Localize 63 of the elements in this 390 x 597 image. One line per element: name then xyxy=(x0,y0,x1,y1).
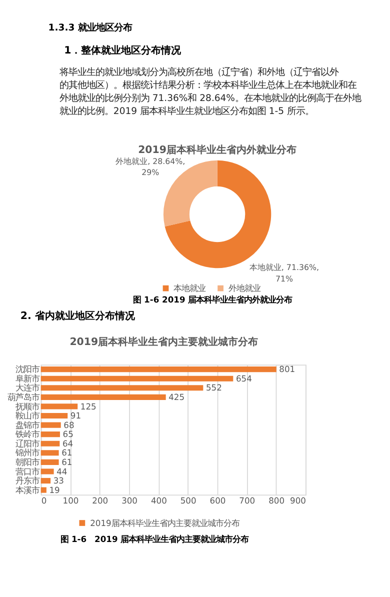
caption: 图 1-6 2019 届本科毕业生省内主要就业城市分布 xyxy=(60,534,249,544)
bar xyxy=(40,459,59,465)
bar xyxy=(40,468,54,474)
text: 2. 省内就业地区分布情况 xyxy=(20,310,136,322)
y-tick-label: 鞍山市 xyxy=(15,410,40,421)
legend-label: 外地就业 xyxy=(228,283,260,294)
y-tick-label: 丹东市 xyxy=(15,476,40,486)
x-tick-label: 100 xyxy=(62,496,79,506)
bar xyxy=(40,385,204,391)
data-label: 68 xyxy=(64,420,74,430)
x-tick-label: 200 xyxy=(92,496,108,506)
y-tick-label: 阜新市 xyxy=(15,373,40,384)
y-tick-label: 本溪市 xyxy=(15,484,40,495)
data-label: 64 xyxy=(62,438,74,448)
x-tick-label: 500 xyxy=(180,496,196,506)
data-label: 801 xyxy=(279,364,296,374)
x-tick-label: 600 xyxy=(210,496,226,506)
y-tick-label: 盘锦市 xyxy=(15,420,40,430)
y-tick-label: 沈阳市 xyxy=(15,364,40,374)
data-label: 65 xyxy=(62,429,74,440)
bar xyxy=(40,450,59,456)
bar xyxy=(40,432,60,438)
bar xyxy=(40,412,68,419)
caption: 图 1-6 2019 届本科毕业生省内外就业分布 xyxy=(133,294,292,304)
y-tick-label: 大连市 xyxy=(15,382,40,393)
bar xyxy=(40,487,46,493)
y-tick-label: 铁岭市 xyxy=(14,429,40,440)
y-tick-label: 锦州市 xyxy=(14,448,40,458)
data-label: 552 xyxy=(206,382,222,393)
y-tick-label: 营口市 xyxy=(15,466,40,476)
y-tick-label: 葫芦岛市 xyxy=(7,392,40,402)
data-label: 61 xyxy=(62,448,72,458)
text: 1．整体就业地区分布情况 xyxy=(64,44,182,57)
legend-label: 本地就业 xyxy=(174,283,206,294)
x-tick-label: 700 xyxy=(239,496,256,506)
x-tick-label: 400 xyxy=(150,496,167,506)
bar xyxy=(40,440,60,446)
x-tick-label: 300 xyxy=(122,496,138,506)
text: 将毕业生的就业地域划分为高校所在地（辽宁省）和外地（辽宁省以外的其他地区）。根据统计结果分析：学校本科毕业生总体上在本地就业和在外地就业的比例分别为 71.36%和 28.64%。在本地就业的比例高于在外地就业的比例。2019 届本科毕业生就业地区分布如图 1-5 所示。 xyxy=(58,66,361,117)
x-tick-label: 800 xyxy=(268,496,285,506)
bar xyxy=(40,404,78,410)
legend-label: 2019届本科毕业生省内主要就业城市分布 xyxy=(90,518,240,528)
x-tick-label: 900 xyxy=(290,496,306,506)
data-label: 91 xyxy=(70,410,82,421)
data-label: 19 xyxy=(49,484,60,495)
y-tick-label: 辽阳市 xyxy=(15,438,40,448)
y-tick-label: 朝阳市 xyxy=(15,456,40,467)
data-label: 61 xyxy=(62,456,72,467)
data-label: 44 xyxy=(56,466,68,476)
y-tick-label: 抚顺市 xyxy=(14,401,40,412)
x-tick-label: 0 xyxy=(41,496,47,506)
data-label: 125 xyxy=(80,401,96,412)
bar xyxy=(40,376,234,382)
text: 1.3.3 就业地区分布 xyxy=(48,22,132,34)
chart-title: 2019届本科毕业生省内主要就业城市分布 xyxy=(70,336,258,348)
data-label: 425 xyxy=(168,392,185,402)
chart-title: 2019届本科毕业生省内外就业分布 xyxy=(138,144,296,156)
bar xyxy=(40,422,61,428)
bar xyxy=(40,366,276,372)
data-label: 33 xyxy=(53,476,64,486)
data-label: 654 xyxy=(236,373,252,384)
bar xyxy=(40,478,51,484)
bar xyxy=(40,394,166,400)
